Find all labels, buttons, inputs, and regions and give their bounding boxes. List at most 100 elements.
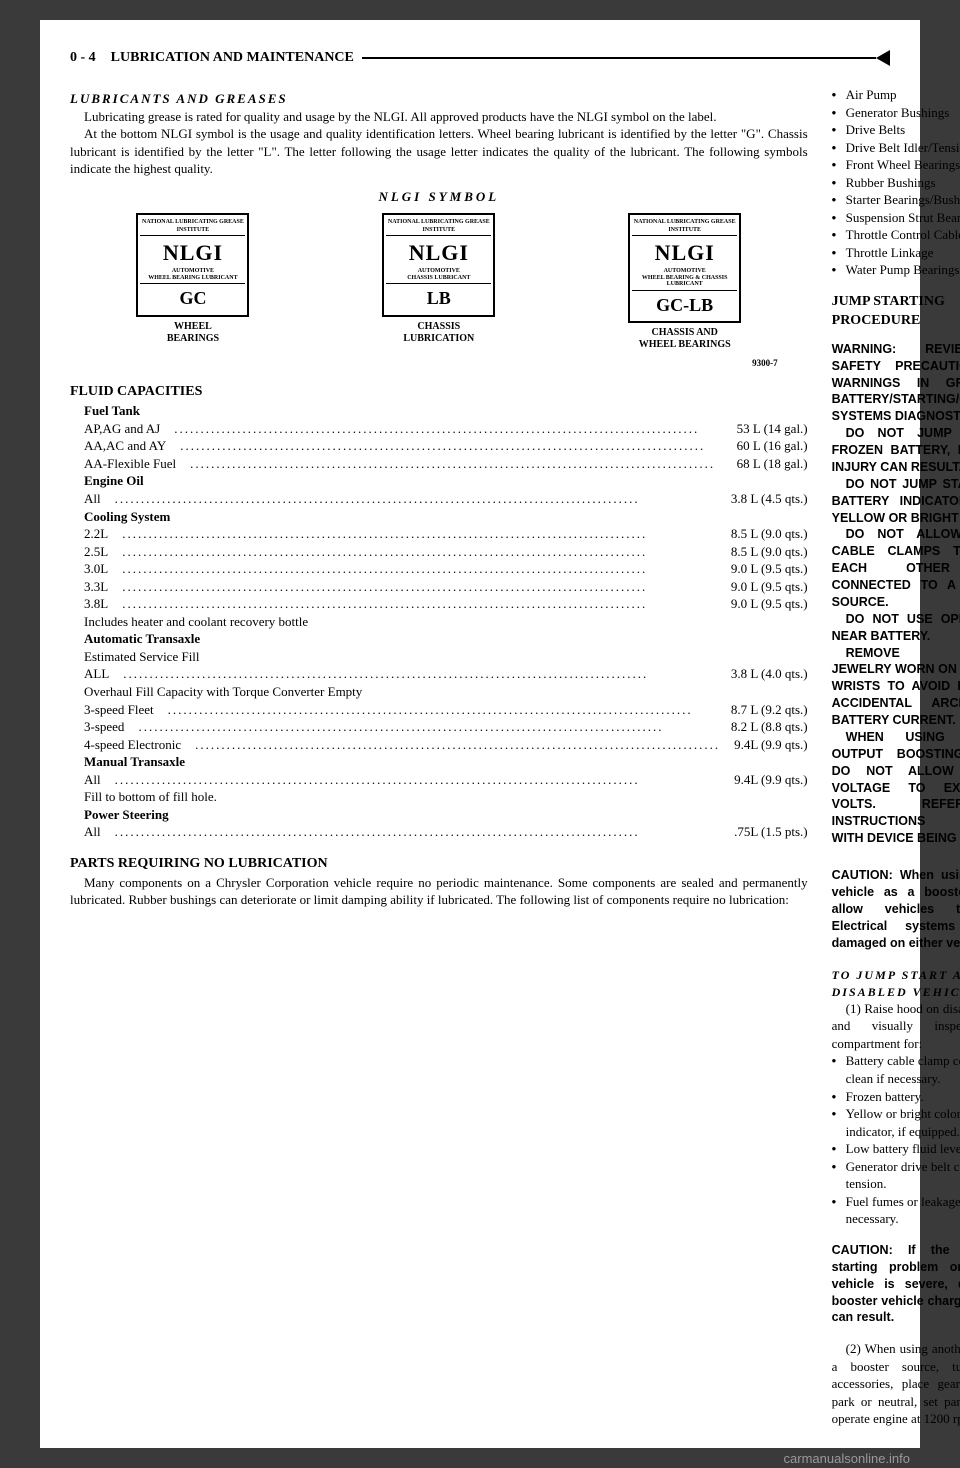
step-2: (2) When using another vehicle as a boos… xyxy=(832,1340,960,1428)
list-item: Rubber Bushings xyxy=(832,174,960,192)
fluid-value: 9.0 L (9.5 qts.) xyxy=(717,560,808,578)
fluid-dots: ........................................… xyxy=(108,560,717,578)
fluid-label: 3-speed Fleet xyxy=(70,701,154,719)
fluid-row: All.....................................… xyxy=(70,823,808,841)
fluid-row: 3.0L....................................… xyxy=(70,560,808,578)
nlgi-box-main: NLGI xyxy=(632,236,737,268)
nlgi-box-code: GC xyxy=(140,284,245,312)
list-item: Water Pump Bearings xyxy=(832,261,960,279)
fluid-value: 8.5 L (9.0 qts.) xyxy=(717,543,808,561)
caution-block-2: CAUTION: If the cause of starting proble… xyxy=(832,1242,960,1326)
fluid-label: AA,AC and AY xyxy=(70,437,166,455)
list-item: Low battery fluid level. xyxy=(832,1140,960,1158)
fluid-dots: ........................................… xyxy=(124,718,716,736)
fluid-value: 60 L (16 gal.) xyxy=(723,437,808,455)
document-page: 0 - 4 LUBRICATION AND MAINTENANCE LUBRIC… xyxy=(40,20,920,1448)
fluid-dots: ........................................… xyxy=(108,578,717,596)
nlgi-caption: CHASSIS ANDWHEEL BEARINGS xyxy=(628,327,741,351)
page-title: LUBRICATION AND MAINTENANCE xyxy=(111,50,354,66)
fluid-group-label: Estimated Service Fill xyxy=(70,648,808,666)
nlgi-box-main: NLGI xyxy=(386,236,491,268)
fluid-label: 3.8L xyxy=(70,595,108,613)
nlgi-box-code: LB xyxy=(386,284,491,312)
nlgi-box: NATIONAL LUBRICATING GREASE INSTITUTENLG… xyxy=(628,213,741,323)
fluid-note: Includes heater and coolant recovery bot… xyxy=(70,613,808,631)
fluid-note: Fill to bottom of fill hole. xyxy=(70,788,808,806)
list-item: Front Wheel Bearings xyxy=(832,156,960,174)
content-columns: LUBRICANTS AND GREASES Lubricating greas… xyxy=(70,86,890,1428)
warning-text: WHEN USING A HIGH OUTPUT BOOSTING DEVICE… xyxy=(832,729,960,847)
lubricants-para-1: Lubricating grease is rated for quality … xyxy=(70,108,808,126)
fluid-label: All xyxy=(70,490,101,508)
fluid-value: 9.4L (9.9 qts.) xyxy=(720,771,808,789)
fluid-row: 4-speed Electronic......................… xyxy=(70,736,808,754)
step-1: (1) Raise hood on disabled vehicle and v… xyxy=(832,1000,960,1053)
header-triangle-icon xyxy=(876,50,890,66)
fluid-row: AP,AG and AJ............................… xyxy=(70,420,808,438)
fluid-dots: ........................................… xyxy=(160,420,722,438)
list-item: Battery cable clamp condition, clean if … xyxy=(832,1052,960,1087)
warning-text: DO NOT USE OPEN FLAME NEAR BATTERY. xyxy=(832,611,960,645)
fluid-capacities-heading: FLUID CAPACITIES xyxy=(70,383,808,402)
fluid-group-label: Automatic Transaxle xyxy=(70,630,808,648)
fluid-dots: ........................................… xyxy=(181,736,720,754)
nlgi-symbol-title: NLGI SYMBOL xyxy=(70,188,808,206)
list-item: Starter Bearings/Bushings xyxy=(832,191,960,209)
fluid-value: 3.8 L (4.0 qts.) xyxy=(717,665,808,683)
fluid-group-label: Manual Transaxle xyxy=(70,753,808,771)
fluid-row: AA-Flexible Fuel........................… xyxy=(70,455,808,473)
fluid-group-label: Power Steering xyxy=(70,806,808,824)
fluid-value: 8.5 L (9.0 qts.) xyxy=(717,525,808,543)
fluid-note: Overhaul Fill Capacity with Torque Conve… xyxy=(70,683,808,701)
caution-block-1: CAUTION: When using another vehicle as a… xyxy=(832,867,960,951)
caution-2-text: CAUTION: If the cause of starting proble… xyxy=(832,1242,960,1326)
fluid-value: 8.7 L (9.2 qts.) xyxy=(717,701,808,719)
nlgi-box-sub: AUTOMOTIVEWHEEL BEARING & CHASSISLUBRICA… xyxy=(632,268,737,291)
fluid-label: AP,AG and AJ xyxy=(70,420,160,438)
fluid-dots: ........................................… xyxy=(154,701,717,719)
fluid-row: AA,AC and AY............................… xyxy=(70,437,808,455)
nlgi-box: NATIONAL LUBRICATING GREASE INSTITUTENLG… xyxy=(382,213,495,316)
nlgi-box-top: NATIONAL LUBRICATING GREASE INSTITUTE xyxy=(140,217,245,236)
fluid-row: 2.2L....................................… xyxy=(70,525,808,543)
fluid-dots: ........................................… xyxy=(101,823,720,841)
fluid-value: 9.0 L (9.5 qts.) xyxy=(717,578,808,596)
nlgi-box-main: NLGI xyxy=(140,236,245,268)
warning-text: WARNING: REVIEW ALL SAFETY PRECAUTIONS A… xyxy=(832,341,960,425)
fluid-row: All.....................................… xyxy=(70,490,808,508)
fluid-row: 3-speed Fleet...........................… xyxy=(70,701,808,719)
page-header: 0 - 4 LUBRICATION AND MAINTENANCE xyxy=(70,50,890,66)
parts-no-lube-heading: PARTS REQUIRING NO LUBRICATION xyxy=(70,855,808,874)
fluid-value: 53 L (14 gal.) xyxy=(723,420,808,438)
lubricants-para-2: At the bottom NLGI symbol is the usage a… xyxy=(70,125,808,178)
nlgi-caption: WHEELBEARINGS xyxy=(136,321,249,345)
fluid-label: All xyxy=(70,771,101,789)
fluid-dots: ........................................… xyxy=(176,455,723,473)
fluid-capacities-list: Fuel TankAP,AG and AJ...................… xyxy=(70,402,808,841)
no-lube-parts-list: Air PumpGenerator BushingsDrive BeltsDri… xyxy=(832,86,960,279)
warning-text: DO NOT JUMP START A FROZEN BATTERY, PERS… xyxy=(832,425,960,476)
fluid-group-label: Cooling System xyxy=(70,508,808,526)
fluid-label: All xyxy=(70,823,101,841)
list-item: Drive Belts xyxy=(832,121,960,139)
nlgi-figure-ref: 9300-7 xyxy=(70,357,778,369)
fluid-dots: ........................................… xyxy=(166,437,722,455)
right-column: Air PumpGenerator BushingsDrive BeltsDri… xyxy=(832,86,960,1428)
list-item: Throttle Control Cable xyxy=(832,226,960,244)
nlgi-symbol-item: NATIONAL LUBRICATING GREASE INSTITUTENLG… xyxy=(628,213,741,351)
fluid-value: 3.8 L (4.5 qts.) xyxy=(717,490,808,508)
fluid-dots: ........................................… xyxy=(108,543,717,561)
nlgi-box-sub: AUTOMOTIVEWHEEL BEARING LUBRICANT xyxy=(140,268,245,284)
nlgi-symbol-item: NATIONAL LUBRICATING GREASE INSTITUTENLG… xyxy=(382,213,495,344)
nlgi-symbols: NATIONAL LUBRICATING GREASE INSTITUTENLG… xyxy=(70,213,808,351)
footer-source: carmanualsonline.info xyxy=(784,1451,910,1466)
lubricants-heading: LUBRICANTS AND GREASES xyxy=(70,90,808,108)
list-item: Drive Belt Idler/Tensioner Pulley xyxy=(832,139,960,157)
fluid-dots: ........................................… xyxy=(108,525,717,543)
fluid-dots: ........................................… xyxy=(109,665,717,683)
fluid-label: 2.5L xyxy=(70,543,108,561)
fluid-label: ALL xyxy=(70,665,109,683)
fluid-dots: ........................................… xyxy=(101,771,720,789)
jump-start-subheading: TO JUMP START A DISABLED VEHICLE: xyxy=(832,967,960,999)
nlgi-box-top: NATIONAL LUBRICATING GREASE INSTITUTE xyxy=(632,217,737,236)
